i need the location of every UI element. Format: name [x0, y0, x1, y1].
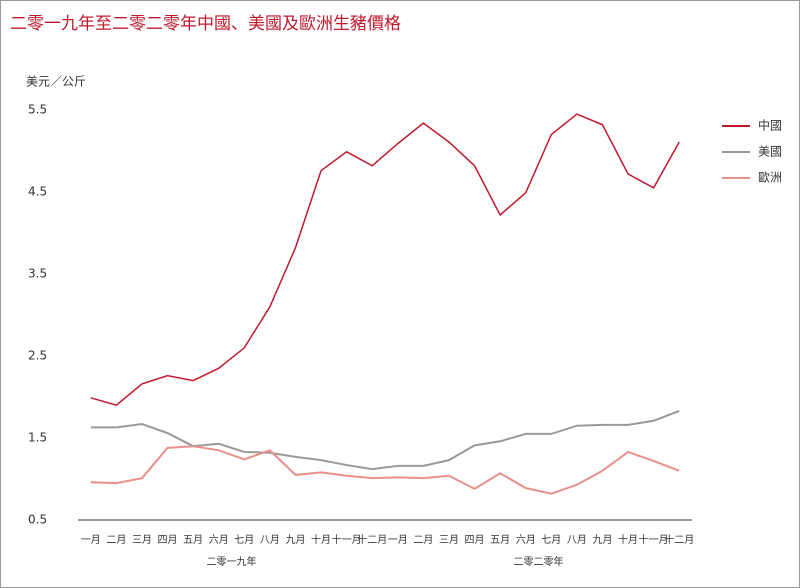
- y-tick-label: 0.5: [28, 513, 47, 527]
- x-tick-label: 二月: [413, 534, 433, 546]
- x-tick-label: 三月: [439, 534, 459, 546]
- x-tick-label: 九月: [592, 534, 612, 546]
- x-tick-label: 六月: [209, 534, 229, 546]
- x-tick-label: 八月: [567, 534, 587, 546]
- x-tick-label: 三月: [132, 534, 152, 546]
- x-tick-label: 七月: [234, 534, 254, 546]
- x-tick-label: 四月: [158, 534, 178, 546]
- x-tick-label: 九月: [285, 534, 305, 546]
- x-tick-label: 十一月: [639, 533, 669, 546]
- y-axis-label: 美元／公斤: [26, 75, 86, 89]
- chart-title: 二零一九年至二零二零年中國、美國及歐洲生豬價格: [10, 14, 401, 34]
- x-tick-label: 七月: [541, 534, 561, 546]
- legend-label: 中國: [758, 118, 782, 133]
- x-group-label: 二零一九年: [207, 555, 257, 568]
- x-tick-label: 十二月: [357, 533, 387, 546]
- x-tick-label: 二月: [106, 534, 126, 546]
- legend-label: 歐洲: [758, 170, 782, 185]
- series-line: [90, 445, 680, 495]
- x-tick-label: 五月: [183, 534, 203, 546]
- series-line: [90, 113, 680, 407]
- x-tick-label: 十二月: [664, 533, 694, 546]
- y-tick-label: 5.5: [28, 103, 47, 117]
- y-tick-label: 1.5: [28, 431, 47, 445]
- x-tick-label: 五月: [490, 534, 510, 546]
- x-group-label: 二零二零年: [514, 555, 564, 568]
- x-tick-label: 一月: [81, 534, 101, 546]
- legend-label: 美國: [758, 145, 782, 159]
- x-tick-label: 八月: [260, 534, 280, 546]
- x-tick-label: 十月: [618, 533, 638, 546]
- x-tick-label: 四月: [465, 534, 485, 546]
- y-tick-label: 2.5: [28, 349, 47, 363]
- y-tick-label: 3.5: [28, 267, 47, 281]
- y-tick-label: 4.5: [28, 185, 47, 199]
- x-tick-label: 一月: [388, 534, 408, 546]
- x-tick-label: 十月: [311, 533, 331, 546]
- x-tick-label: 十一月: [332, 533, 362, 546]
- x-tick-label: 六月: [516, 534, 536, 546]
- series-line: [90, 410, 680, 471]
